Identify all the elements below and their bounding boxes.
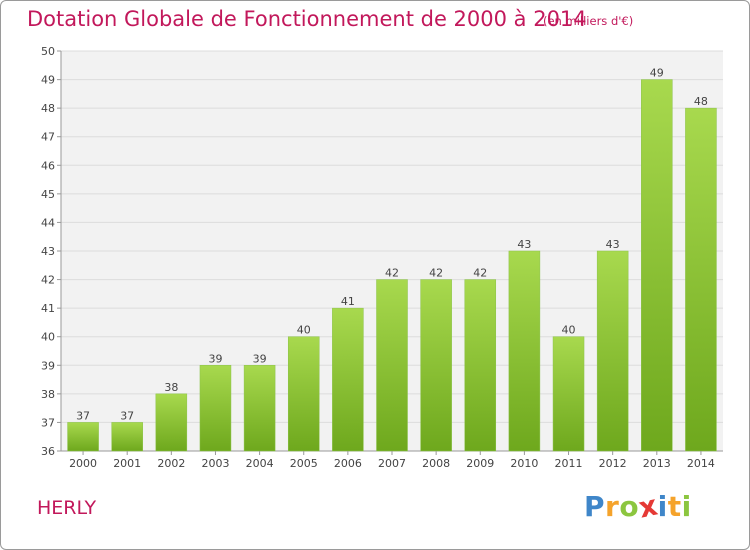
x-tick-label: 2005 (290, 457, 318, 470)
x-tick-label: 2000 (69, 457, 97, 470)
bar (685, 107, 717, 452)
x-tick-label: 2007 (378, 457, 406, 470)
bar (67, 422, 99, 452)
bar-value-label: 37 (120, 409, 134, 422)
y-tick-label: 47 (41, 131, 55, 144)
logo-letter: i (681, 490, 692, 523)
x-tick-label: 2009 (466, 457, 494, 470)
bar-value-label: 38 (164, 381, 178, 394)
bar (641, 79, 673, 452)
bar-value-label: 41 (341, 295, 355, 308)
x-tick-label: 2001 (113, 457, 141, 470)
x-tick-label: 2013 (643, 457, 671, 470)
bar (332, 307, 364, 452)
bar-value-label: 48 (694, 95, 708, 108)
bar-value-label: 39 (253, 352, 267, 365)
y-tick-label: 41 (41, 302, 55, 315)
logo-letter: t (667, 490, 682, 523)
logo-letter: P (584, 490, 606, 523)
x-tick-label: 2003 (201, 457, 229, 470)
y-tick-label: 44 (41, 216, 55, 229)
bar (508, 250, 541, 452)
bar-value-label: 40 (297, 324, 311, 337)
y-tick-label: 46 (41, 159, 55, 172)
x-tick-label: 2011 (555, 457, 583, 470)
y-tick-label: 39 (41, 359, 55, 372)
y-tick-label: 40 (41, 331, 55, 344)
bar (111, 422, 143, 452)
bar (287, 336, 320, 452)
logo-letter: r (605, 490, 620, 523)
x-tick-label: 2006 (334, 457, 362, 470)
y-tick-label: 42 (41, 274, 55, 287)
bar-value-label: 49 (650, 67, 664, 80)
chart-unit: (en milliers d'€) (543, 14, 634, 28)
bar (552, 336, 585, 452)
x-tick-label: 2008 (422, 457, 450, 470)
y-tick-label: 50 (41, 45, 55, 58)
x-tick-label: 2002 (157, 457, 185, 470)
y-tick-label: 49 (41, 74, 55, 87)
x-tick-label: 2012 (599, 457, 627, 470)
bar (199, 365, 232, 452)
bar (464, 279, 497, 452)
bar-value-label: 39 (208, 352, 222, 365)
bar-value-label: 37 (76, 409, 90, 422)
y-tick-label: 37 (41, 416, 55, 429)
chart-title: Dotation Globale de Fonctionnement de 20… (27, 7, 587, 31)
x-tick-label: 2014 (687, 457, 715, 470)
bar-value-label: 42 (429, 267, 443, 280)
x-tick-label: 2004 (246, 457, 274, 470)
bar-value-label: 43 (517, 238, 531, 251)
bar-value-label: 42 (385, 267, 399, 280)
town-name: HERLY (37, 497, 97, 519)
y-tick-label: 43 (41, 245, 55, 258)
y-tick-label: 38 (41, 388, 55, 401)
proxiti-logo: Proxiti (584, 488, 692, 524)
logo-letter: i (657, 490, 668, 523)
bar (376, 279, 408, 452)
bar-value-label: 40 (562, 324, 576, 337)
bar-value-label: 43 (606, 238, 620, 251)
bar-value-label: 42 (473, 267, 487, 280)
bar (596, 250, 629, 452)
logo-letter: o (619, 490, 640, 523)
x-tick-label: 2010 (510, 457, 538, 470)
bar (155, 393, 188, 452)
bar (420, 279, 452, 452)
bar (243, 365, 276, 452)
y-tick-label: 36 (41, 445, 55, 458)
y-tick-label: 45 (41, 188, 55, 201)
y-tick-label: 48 (41, 102, 55, 115)
